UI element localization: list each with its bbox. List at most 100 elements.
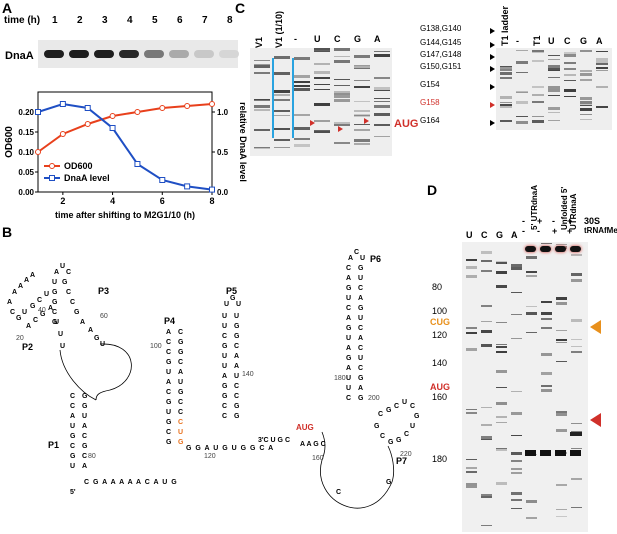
band-arrow: [490, 120, 495, 126]
gel-band: [511, 472, 522, 474]
time-point: 5: [152, 15, 158, 26]
svg-text:G: G: [62, 279, 68, 286]
gel-band: [254, 109, 270, 111]
svg-text:U: U: [166, 369, 171, 376]
svg-text:C: C: [222, 333, 227, 340]
gel-band: [254, 72, 270, 74]
svg-text:200: 200: [368, 395, 380, 402]
gel-band: [548, 77, 560, 78]
svg-text:C: C: [70, 299, 75, 306]
blot-band: [194, 50, 214, 58]
svg-text:C: C: [404, 431, 409, 438]
lane-label: A: [374, 34, 381, 44]
aug-arrowhead: [590, 413, 601, 427]
time-point: 6: [177, 15, 183, 26]
time-label: time (h): [4, 15, 41, 26]
gel-band: [516, 116, 528, 117]
gel-band: [571, 448, 582, 449]
gel-band: [481, 270, 492, 272]
gel-band: [254, 147, 270, 148]
lane-label: U: [466, 230, 473, 240]
gel-band: [314, 48, 330, 50]
row-trna-cell: -: [522, 226, 525, 236]
gel-band: [500, 69, 512, 71]
x-tick-label: 2: [60, 196, 65, 206]
gel-band: [254, 129, 270, 131]
svg-text:G: G: [346, 325, 352, 332]
gel-band: [466, 412, 477, 414]
gel-band: [354, 101, 370, 102]
svg-text:U: U: [224, 301, 229, 308]
gel-band: [294, 138, 310, 140]
gel-band: [580, 70, 592, 72]
gel-band: [354, 124, 370, 125]
western-blot: [38, 40, 239, 68]
gel-band: [532, 120, 544, 123]
gel-band: [274, 90, 290, 93]
gel-band: [314, 103, 330, 106]
gel-band: [548, 67, 560, 70]
gel-band: [374, 54, 390, 57]
panel-c-label: C: [235, 0, 246, 16]
gel-band: [334, 48, 350, 51]
gel-band: [516, 121, 528, 124]
svg-text:C: C: [166, 429, 171, 436]
svg-text:100: 100: [150, 343, 162, 350]
svg-text:G: G: [234, 323, 240, 330]
gel-band: [541, 312, 552, 315]
lane-label: G: [496, 230, 504, 240]
gel-band: [571, 351, 582, 353]
row-30s-cell: -: [552, 216, 555, 226]
svg-text:A: A: [346, 345, 351, 352]
svg-text:G: G: [234, 403, 240, 410]
gel-band: [466, 266, 477, 269]
svg-text:C: C: [222, 413, 227, 420]
svg-text:G: G: [52, 319, 58, 326]
gel-band: [596, 70, 608, 71]
svg-text:G: G: [234, 333, 240, 340]
data-point: [59, 101, 66, 107]
gel-band: [334, 60, 350, 63]
gel-band: [274, 110, 290, 112]
lane-label: U: [314, 34, 321, 44]
svg-text:C: C: [82, 433, 87, 440]
gel-band: [334, 142, 350, 144]
full-length-band: [525, 246, 536, 252]
row-trna-cell: +: [567, 226, 573, 236]
gel-band: [274, 72, 290, 75]
gel-band: [354, 86, 370, 88]
y-right-tick-label: 0.5: [217, 148, 229, 157]
gel-band: [334, 56, 350, 57]
svg-text:A: A: [70, 413, 75, 420]
gel-band: [526, 306, 537, 307]
data-point: [184, 183, 191, 190]
gel-band: [580, 50, 592, 52]
legend-marker: [49, 163, 55, 169]
blot-band: [169, 50, 189, 58]
svg-text:A: A: [346, 315, 351, 322]
svg-text:U: U: [358, 275, 363, 282]
svg-text:20: 20: [16, 335, 24, 342]
gel-band: [596, 67, 608, 69]
svg-text:G: G: [82, 443, 88, 450]
gel-band: [511, 452, 522, 455]
gel-band: [314, 84, 330, 85]
svg-text:U: U: [346, 335, 351, 342]
gel-band: [466, 467, 477, 469]
gel-band: [374, 105, 390, 108]
time-point: 3: [102, 15, 108, 26]
svg-text:U: U: [410, 423, 415, 430]
gel-band: [556, 302, 567, 305]
gel-band: [548, 86, 560, 89]
svg-text:G: G: [386, 479, 392, 486]
gel-c-left: [250, 48, 392, 156]
svg-text:C: C: [380, 433, 385, 440]
gel-d: [462, 242, 588, 532]
svg-text:160: 160: [312, 455, 324, 462]
svg-text:U: U: [54, 319, 59, 326]
aug-arrow: [338, 126, 343, 132]
gel-band: [496, 402, 507, 405]
